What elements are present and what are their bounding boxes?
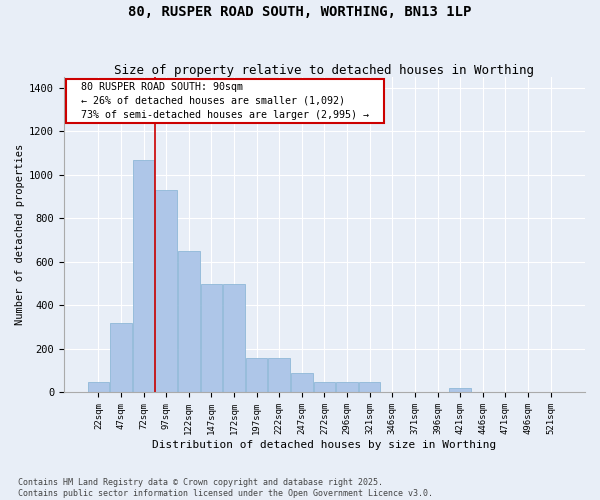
Bar: [337, 382, 358, 392]
Bar: [291, 373, 313, 392]
Bar: [359, 382, 380, 392]
Bar: [246, 358, 268, 392]
Y-axis label: Number of detached properties: Number of detached properties: [15, 144, 25, 326]
X-axis label: Distribution of detached houses by size in Worthing: Distribution of detached houses by size …: [152, 440, 497, 450]
Bar: [268, 358, 290, 392]
Text: 80, RUSPER ROAD SOUTH, WORTHING, BN13 1LP: 80, RUSPER ROAD SOUTH, WORTHING, BN13 1L…: [128, 5, 472, 19]
Text: 80 RUSPER ROAD SOUTH: 90sqm  
  ← 26% of detached houses are smaller (1,092)  
 : 80 RUSPER ROAD SOUTH: 90sqm ← 26% of det…: [69, 82, 381, 120]
Bar: [223, 284, 245, 393]
Bar: [133, 160, 154, 392]
Bar: [88, 382, 109, 392]
Title: Size of property relative to detached houses in Worthing: Size of property relative to detached ho…: [115, 64, 535, 77]
Bar: [314, 382, 335, 392]
Bar: [178, 251, 200, 392]
Bar: [155, 190, 177, 392]
Bar: [449, 388, 471, 392]
Text: Contains HM Land Registry data © Crown copyright and database right 2025.
Contai: Contains HM Land Registry data © Crown c…: [18, 478, 433, 498]
Bar: [110, 323, 131, 392]
Bar: [200, 284, 222, 393]
